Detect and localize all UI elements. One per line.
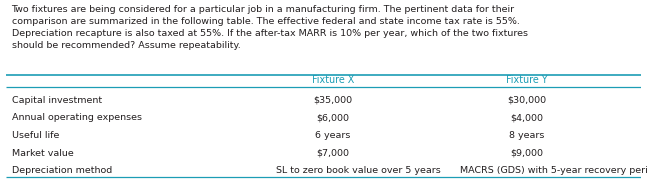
Text: Market value: Market value xyxy=(12,149,73,158)
Text: $9,000: $9,000 xyxy=(510,149,543,158)
Text: $30,000: $30,000 xyxy=(507,96,546,105)
Text: $7,000: $7,000 xyxy=(316,149,349,158)
Text: Fixture X: Fixture X xyxy=(312,75,354,85)
Text: Fixture Y: Fixture Y xyxy=(505,75,547,85)
Text: $35,000: $35,000 xyxy=(313,96,353,105)
Text: SL to zero book value over 5 years: SL to zero book value over 5 years xyxy=(276,166,441,175)
Text: $4,000: $4,000 xyxy=(510,113,543,122)
Text: Annual operating expenses: Annual operating expenses xyxy=(12,113,142,122)
Text: Depreciation method: Depreciation method xyxy=(12,166,112,175)
Text: MACRS (GDS) with 5-year recovery period: MACRS (GDS) with 5-year recovery period xyxy=(460,166,647,175)
Text: 6 years: 6 years xyxy=(315,131,351,140)
Text: 8 years: 8 years xyxy=(509,131,544,140)
Text: Capital investment: Capital investment xyxy=(12,96,102,105)
Text: Useful life: Useful life xyxy=(12,131,59,140)
Text: Two fixtures are being considered for a particular job in a manufacturing firm. : Two fixtures are being considered for a … xyxy=(12,5,527,50)
Text: $6,000: $6,000 xyxy=(316,113,349,122)
